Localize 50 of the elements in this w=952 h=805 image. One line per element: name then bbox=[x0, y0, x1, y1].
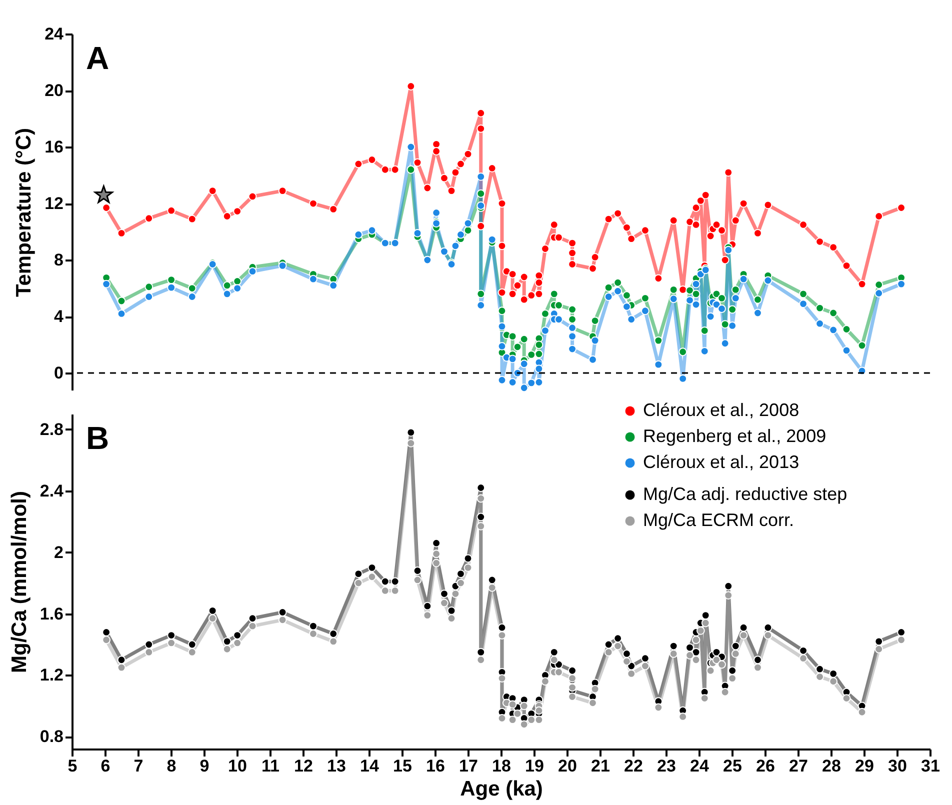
x-tick-label: 31 bbox=[921, 756, 940, 776]
y-tick-label: 16 bbox=[44, 138, 64, 157]
x-tick-label: 24 bbox=[690, 756, 710, 776]
legend-label: Mg/Ca adj. reductive step bbox=[643, 484, 848, 504]
x-tick-label: 5 bbox=[68, 756, 78, 776]
y-axis-title: Mg/Ca (mmol/mol) bbox=[8, 491, 31, 673]
x-tick-label: 15 bbox=[393, 756, 412, 776]
x-tick-label: 14 bbox=[360, 756, 380, 776]
x-tick-label: 26 bbox=[756, 756, 775, 776]
chart-title: B bbox=[86, 420, 110, 456]
x-tick-label: 7 bbox=[134, 756, 144, 776]
x-tick-label: 6 bbox=[100, 756, 110, 776]
x-tick-label: 22 bbox=[624, 756, 643, 776]
y-tick-label: 0.8 bbox=[40, 727, 64, 746]
y-tick-label: 1.2 bbox=[40, 666, 64, 685]
x-tick-label: 8 bbox=[166, 756, 176, 776]
legend-label: Cléroux et al., 2008 bbox=[643, 400, 800, 420]
y-tick-label: 20 bbox=[44, 81, 64, 100]
x-tick-label: 19 bbox=[525, 756, 544, 776]
x-tick-label: 23 bbox=[657, 756, 676, 776]
x-tick-label: 29 bbox=[855, 756, 874, 776]
x-tick-label: 30 bbox=[888, 756, 907, 776]
legend-label: Mg/Ca ECRM corr. bbox=[643, 510, 794, 530]
x-tick-label: 16 bbox=[426, 756, 445, 776]
x-tick-label: 28 bbox=[822, 756, 841, 776]
x-tick-label: 12 bbox=[294, 756, 313, 776]
x-tick-label: 25 bbox=[723, 756, 742, 776]
x-tick-label: 9 bbox=[200, 756, 210, 776]
x-tick-label: 21 bbox=[591, 756, 610, 776]
y-tick-label: 1.6 bbox=[40, 604, 64, 624]
y-tick-label: 0 bbox=[54, 364, 64, 383]
x-tick-label: 20 bbox=[558, 756, 577, 776]
y-tick-label: 8 bbox=[54, 250, 64, 270]
y-tick-label: 24 bbox=[44, 24, 64, 44]
y-axis-title: Temperature (°C) bbox=[12, 128, 36, 298]
y-tick-label: 12 bbox=[44, 194, 64, 214]
y-tick-label: 2 bbox=[54, 542, 64, 562]
x-tick-label: 11 bbox=[262, 756, 280, 776]
y-tick-label: 2.8 bbox=[40, 420, 64, 439]
x-tick-label: 10 bbox=[228, 756, 247, 776]
x-tick-label: 27 bbox=[789, 756, 808, 776]
x-tick-label: 17 bbox=[459, 756, 478, 776]
chart-title: A bbox=[86, 40, 110, 76]
y-tick-label: 4 bbox=[54, 307, 64, 326]
x-tick-label: 18 bbox=[492, 756, 511, 776]
x-axis-title: Age (ka) bbox=[460, 778, 543, 800]
x-tick-label: 13 bbox=[327, 756, 346, 776]
legend-label: Cléroux et al., 2013 bbox=[643, 452, 800, 472]
y-tick-label: 2.4 bbox=[40, 481, 64, 500]
legend-label: Regenberg et al., 2009 bbox=[643, 426, 826, 446]
